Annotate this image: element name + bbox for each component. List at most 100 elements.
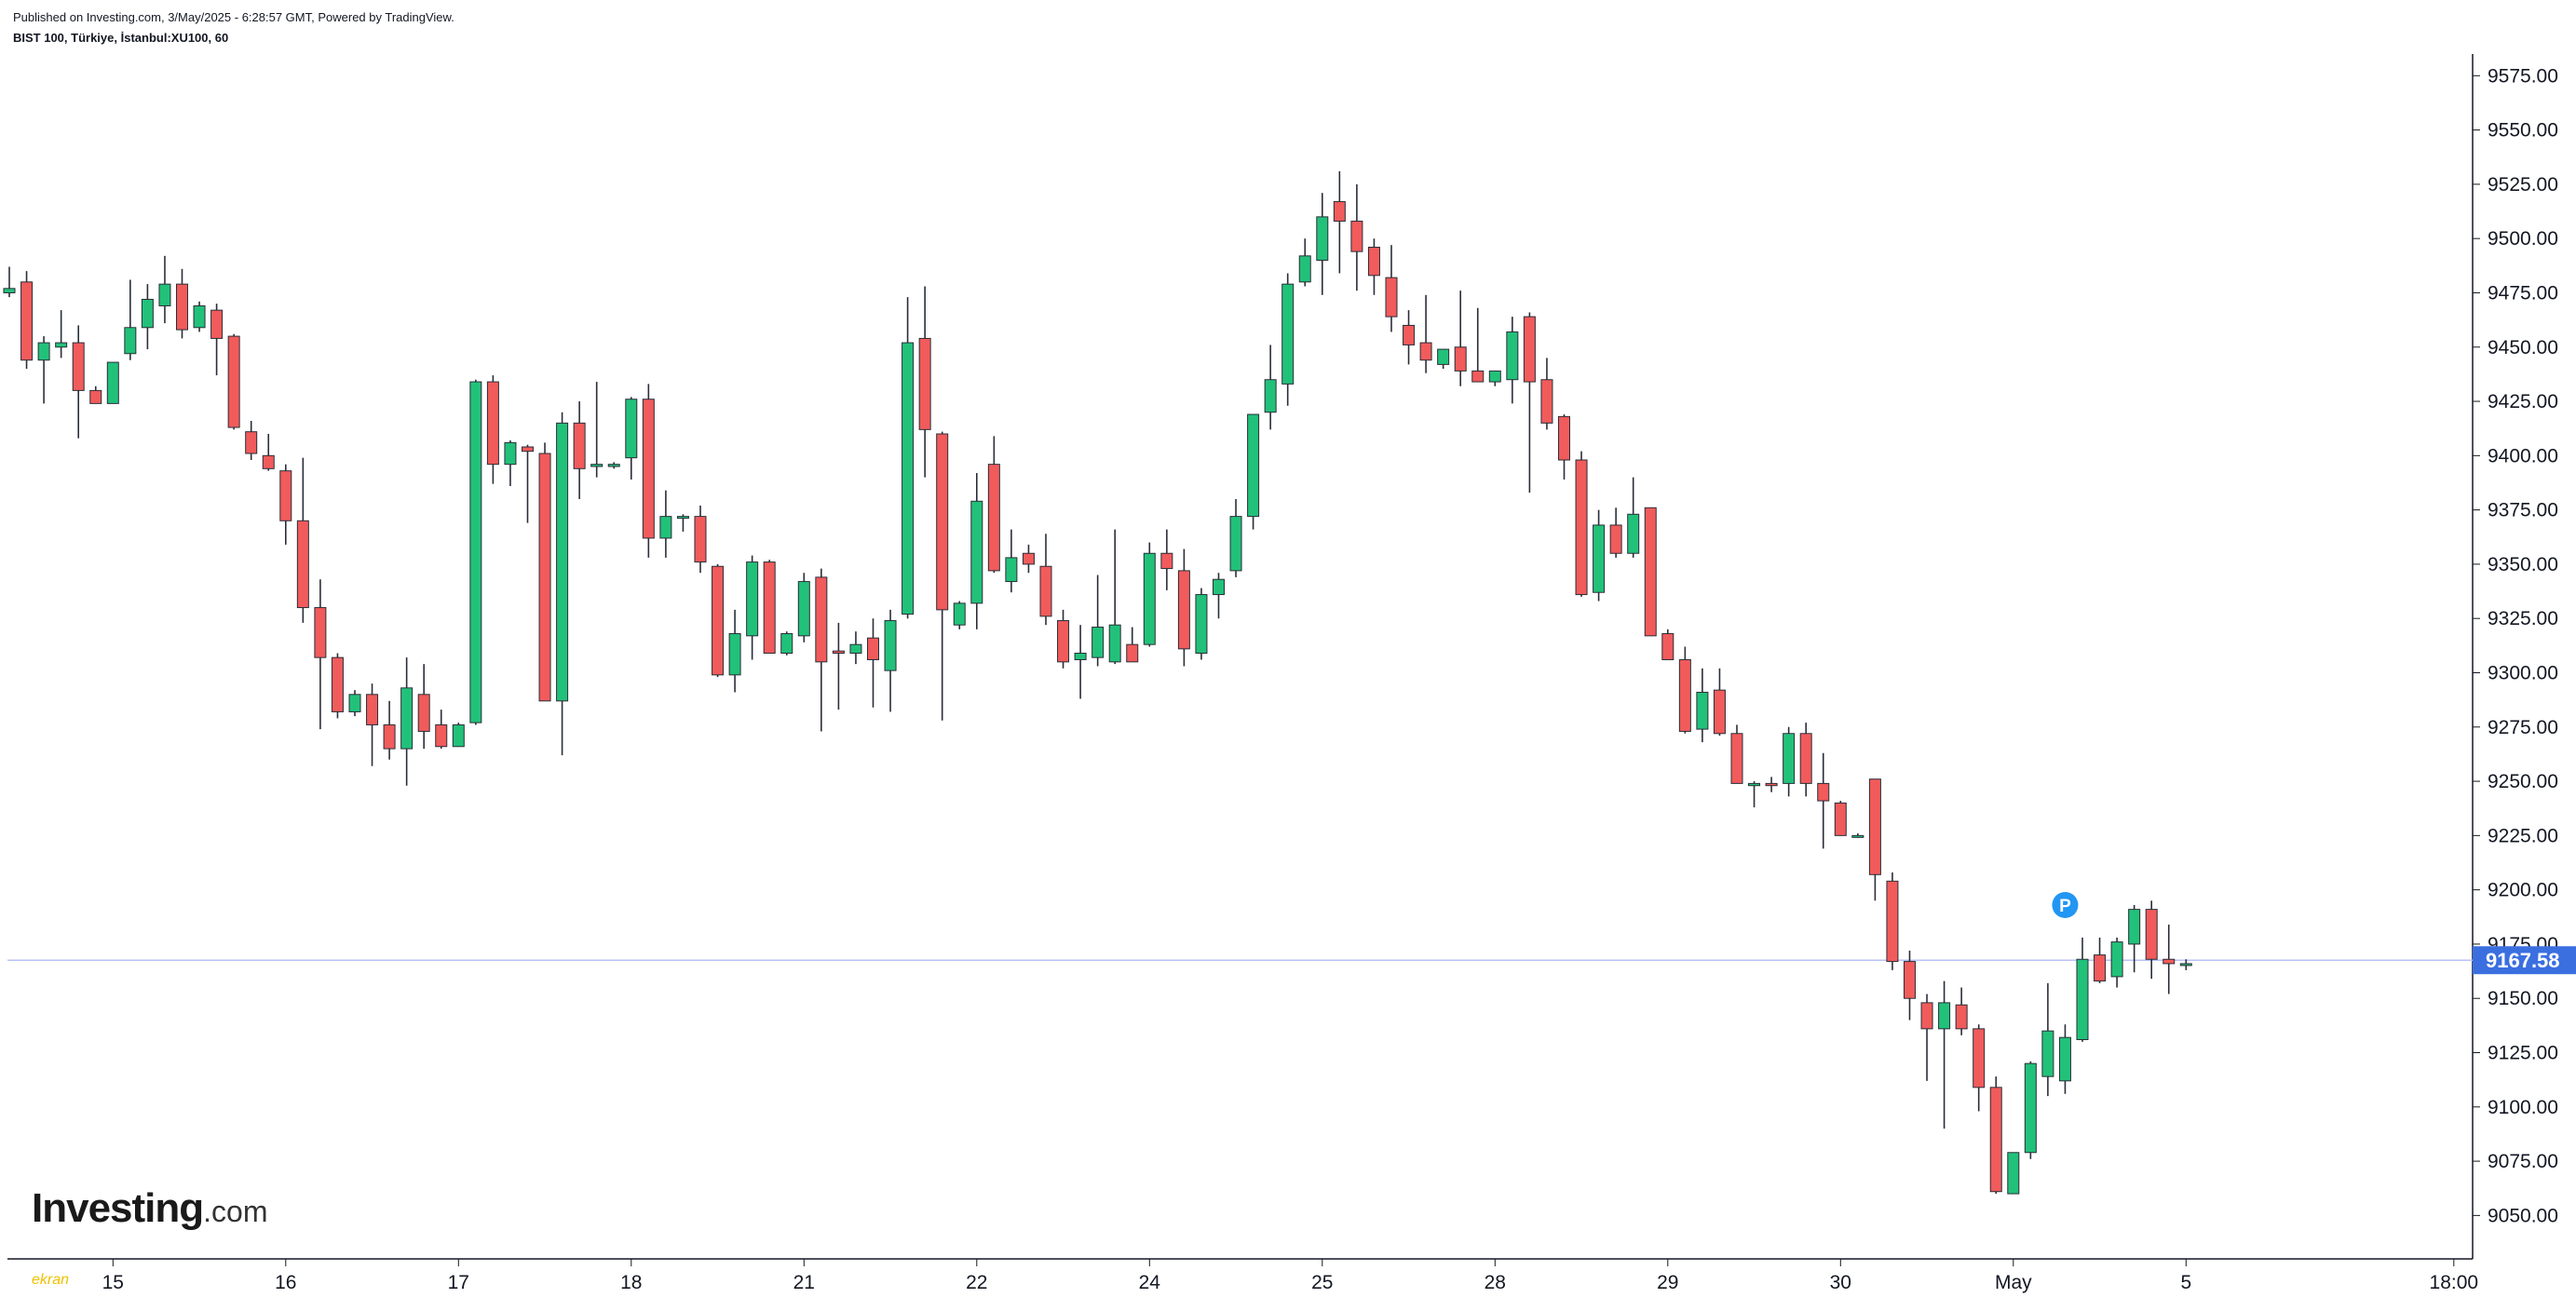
candle-body: [227, 335, 240, 428]
y-tick-label: 9325.00: [2488, 608, 2558, 629]
candle-body: [728, 633, 741, 676]
candle-body: [1091, 627, 1105, 658]
candle-body: [417, 694, 430, 732]
candle-body: [902, 342, 915, 615]
x-tick-label: 15: [102, 1272, 124, 1293]
candle-body: [1143, 552, 1156, 645]
candle-body: [1540, 379, 1553, 424]
candle-body: [314, 607, 327, 658]
candle-body: [1506, 331, 1519, 381]
candle-body: [642, 399, 655, 539]
candle-body: [504, 441, 517, 466]
candle-body: [486, 381, 499, 466]
candle-body: [2058, 1036, 2071, 1082]
y-tick-label: 9225.00: [2488, 825, 2558, 846]
candle-body: [1454, 346, 1467, 372]
candle-body: [2145, 909, 2158, 960]
x-tick-label: 25: [1311, 1272, 1333, 1293]
x-tick-label: 30: [1830, 1272, 1851, 1293]
candle-body: [712, 565, 725, 676]
candle-body: [780, 633, 793, 655]
candle-body: [1696, 691, 1709, 730]
candle-body: [262, 454, 275, 469]
candle-body: [1281, 283, 1295, 385]
chart-header: Published on Investing.com, 3/May/2025 -…: [13, 7, 454, 48]
candle-body: [20, 281, 34, 361]
candle-body: [1177, 570, 1190, 650]
candle-body: [1367, 247, 1380, 277]
candle-body: [1973, 1028, 1986, 1088]
candle-body: [2110, 941, 2123, 978]
candle-body: [1748, 782, 1761, 787]
investing-logo: Investing.com: [32, 1188, 268, 1229]
candle-body: [2162, 958, 2176, 965]
x-tick-label: 22: [966, 1272, 987, 1293]
y-tick-label: 9525.00: [2488, 174, 2558, 196]
x-tick-label: 21: [793, 1272, 815, 1293]
candle-body: [1558, 415, 1570, 461]
candle-body: [1904, 961, 1916, 999]
candle-body: [1385, 277, 1398, 318]
x-tick-label: 29: [1657, 1272, 1678, 1293]
candle-body: [348, 694, 361, 712]
candle-body: [124, 327, 137, 355]
symbol-title: BIST 100, Türkiye, İstanbul:XU100, 60: [13, 31, 229, 45]
candle-body: [1488, 370, 1501, 383]
candle-body: [1713, 689, 1726, 735]
candle-body: [1523, 316, 1536, 383]
candle-body: [1575, 459, 1588, 596]
candle-body: [1419, 342, 1432, 361]
candle-body: [936, 433, 949, 611]
x-tick-label: 24: [1139, 1272, 1161, 1293]
candle-body: [1437, 348, 1450, 365]
candle-body: [1783, 733, 1796, 784]
candle-body: [210, 309, 224, 339]
candle-body: [694, 516, 707, 563]
y-tick-label: 9450.00: [2488, 337, 2558, 358]
y-tick-label: 9125.00: [2488, 1043, 2558, 1064]
candle-body: [279, 470, 292, 521]
candle-body: [607, 464, 620, 467]
candle-body: [2041, 1030, 2054, 1077]
candle-body: [1039, 565, 1052, 617]
candle-body: [867, 637, 879, 660]
y-tick-label: 9275.00: [2488, 717, 2558, 738]
last-price-badge: [2473, 946, 2576, 975]
candle-body: [1868, 778, 1881, 875]
candle-body: [763, 561, 776, 655]
candle-body: [2094, 954, 2107, 982]
candle-body: [1644, 507, 1657, 637]
candle-body: [89, 389, 102, 404]
candle-body: [1160, 552, 1173, 570]
candle-body: [1213, 578, 1225, 596]
candle-body: [590, 464, 603, 467]
x-tick-label: May: [1995, 1272, 2032, 1293]
last-price-label: 9167.58: [2486, 949, 2560, 972]
candle-body: [538, 453, 551, 702]
candle-body: [469, 381, 482, 723]
candle-body: [1471, 370, 1485, 383]
candle-body: [452, 723, 465, 748]
candle-body: [1817, 782, 1830, 802]
candle-body: [987, 464, 1000, 572]
candle-body: [1005, 557, 1018, 583]
candle-body: [1661, 633, 1674, 660]
candle-body: [1316, 216, 1329, 261]
candle-body: [1126, 643, 1139, 663]
candle-body: [2128, 909, 2141, 945]
candle-body: [106, 361, 119, 404]
candle-body: [1298, 255, 1311, 283]
y-tick-label: 9050.00: [2488, 1205, 2558, 1226]
candle-body: [176, 283, 188, 331]
candle-body: [953, 602, 966, 626]
candle-body: [1247, 413, 1260, 518]
candle-body: [1920, 1002, 1933, 1030]
candle-body: [2007, 1152, 2020, 1195]
watermark: ekran: [32, 1272, 70, 1288]
candle-body: [1730, 733, 1743, 784]
candle-body: [193, 304, 206, 329]
candle-body: [1333, 201, 1346, 223]
candle-body: [625, 399, 638, 459]
y-tick-label: 9400.00: [2488, 445, 2558, 466]
